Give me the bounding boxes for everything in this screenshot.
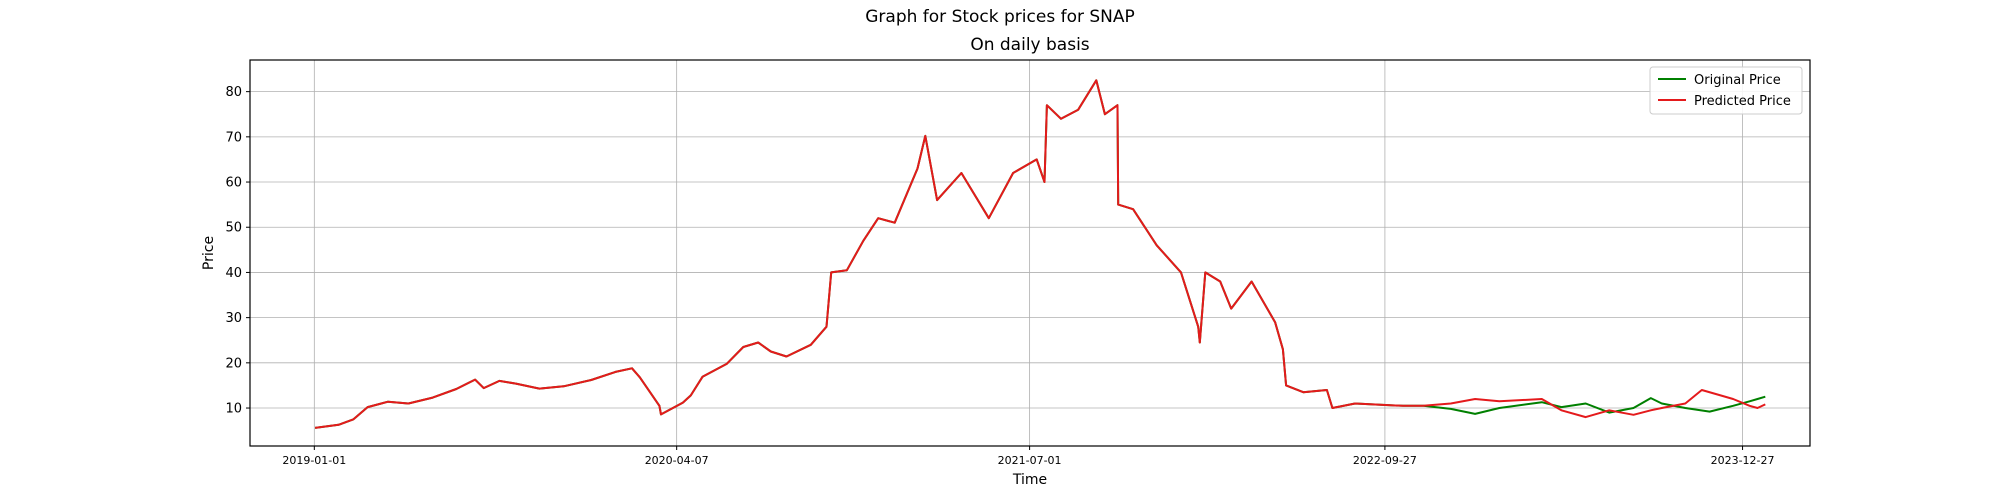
x-axis-label: Time <box>1012 472 1047 488</box>
x-tick-label: 2023-12-27 <box>1711 454 1775 467</box>
series-lines <box>314 79 1766 429</box>
grid-lines <box>250 60 1810 446</box>
y-tick-label: 40 <box>225 266 242 281</box>
chart-subtitle: On daily basis <box>970 35 1090 55</box>
legend-box <box>1649 66 1803 115</box>
legend: Original Price Predicted Price <box>1649 66 1803 115</box>
y-tick-label: 20 <box>225 356 242 371</box>
x-tick-label: 2020-04-07 <box>645 454 709 467</box>
series-line-predicted-price <box>314 79 1766 429</box>
legend-label-predicted: Predicted Price <box>1694 94 1791 109</box>
x-tick-label: 2022-09-27 <box>1353 454 1417 467</box>
axis-ticks: 10 20 30 40 50 60 70 80 2019-01-01 2020-04-07 2021… <box>225 85 1774 467</box>
y-tick-label: 50 <box>225 221 242 236</box>
y-axis-label: Price <box>201 236 217 270</box>
legend-label-original: Original Price <box>1694 73 1781 88</box>
y-tick-label: 80 <box>225 85 242 100</box>
series-line-original-price <box>314 79 1766 429</box>
x-tick-label: 2019-01-01 <box>282 454 346 467</box>
y-tick-label: 70 <box>225 130 242 145</box>
y-tick-label: 60 <box>225 176 242 191</box>
y-tick-label: 30 <box>225 311 242 326</box>
y-tick-label: 10 <box>225 402 242 417</box>
x-tick-label: 2021-07-01 <box>998 454 1062 467</box>
figure-title: Graph for Stock prices for SNAP <box>865 7 1135 27</box>
